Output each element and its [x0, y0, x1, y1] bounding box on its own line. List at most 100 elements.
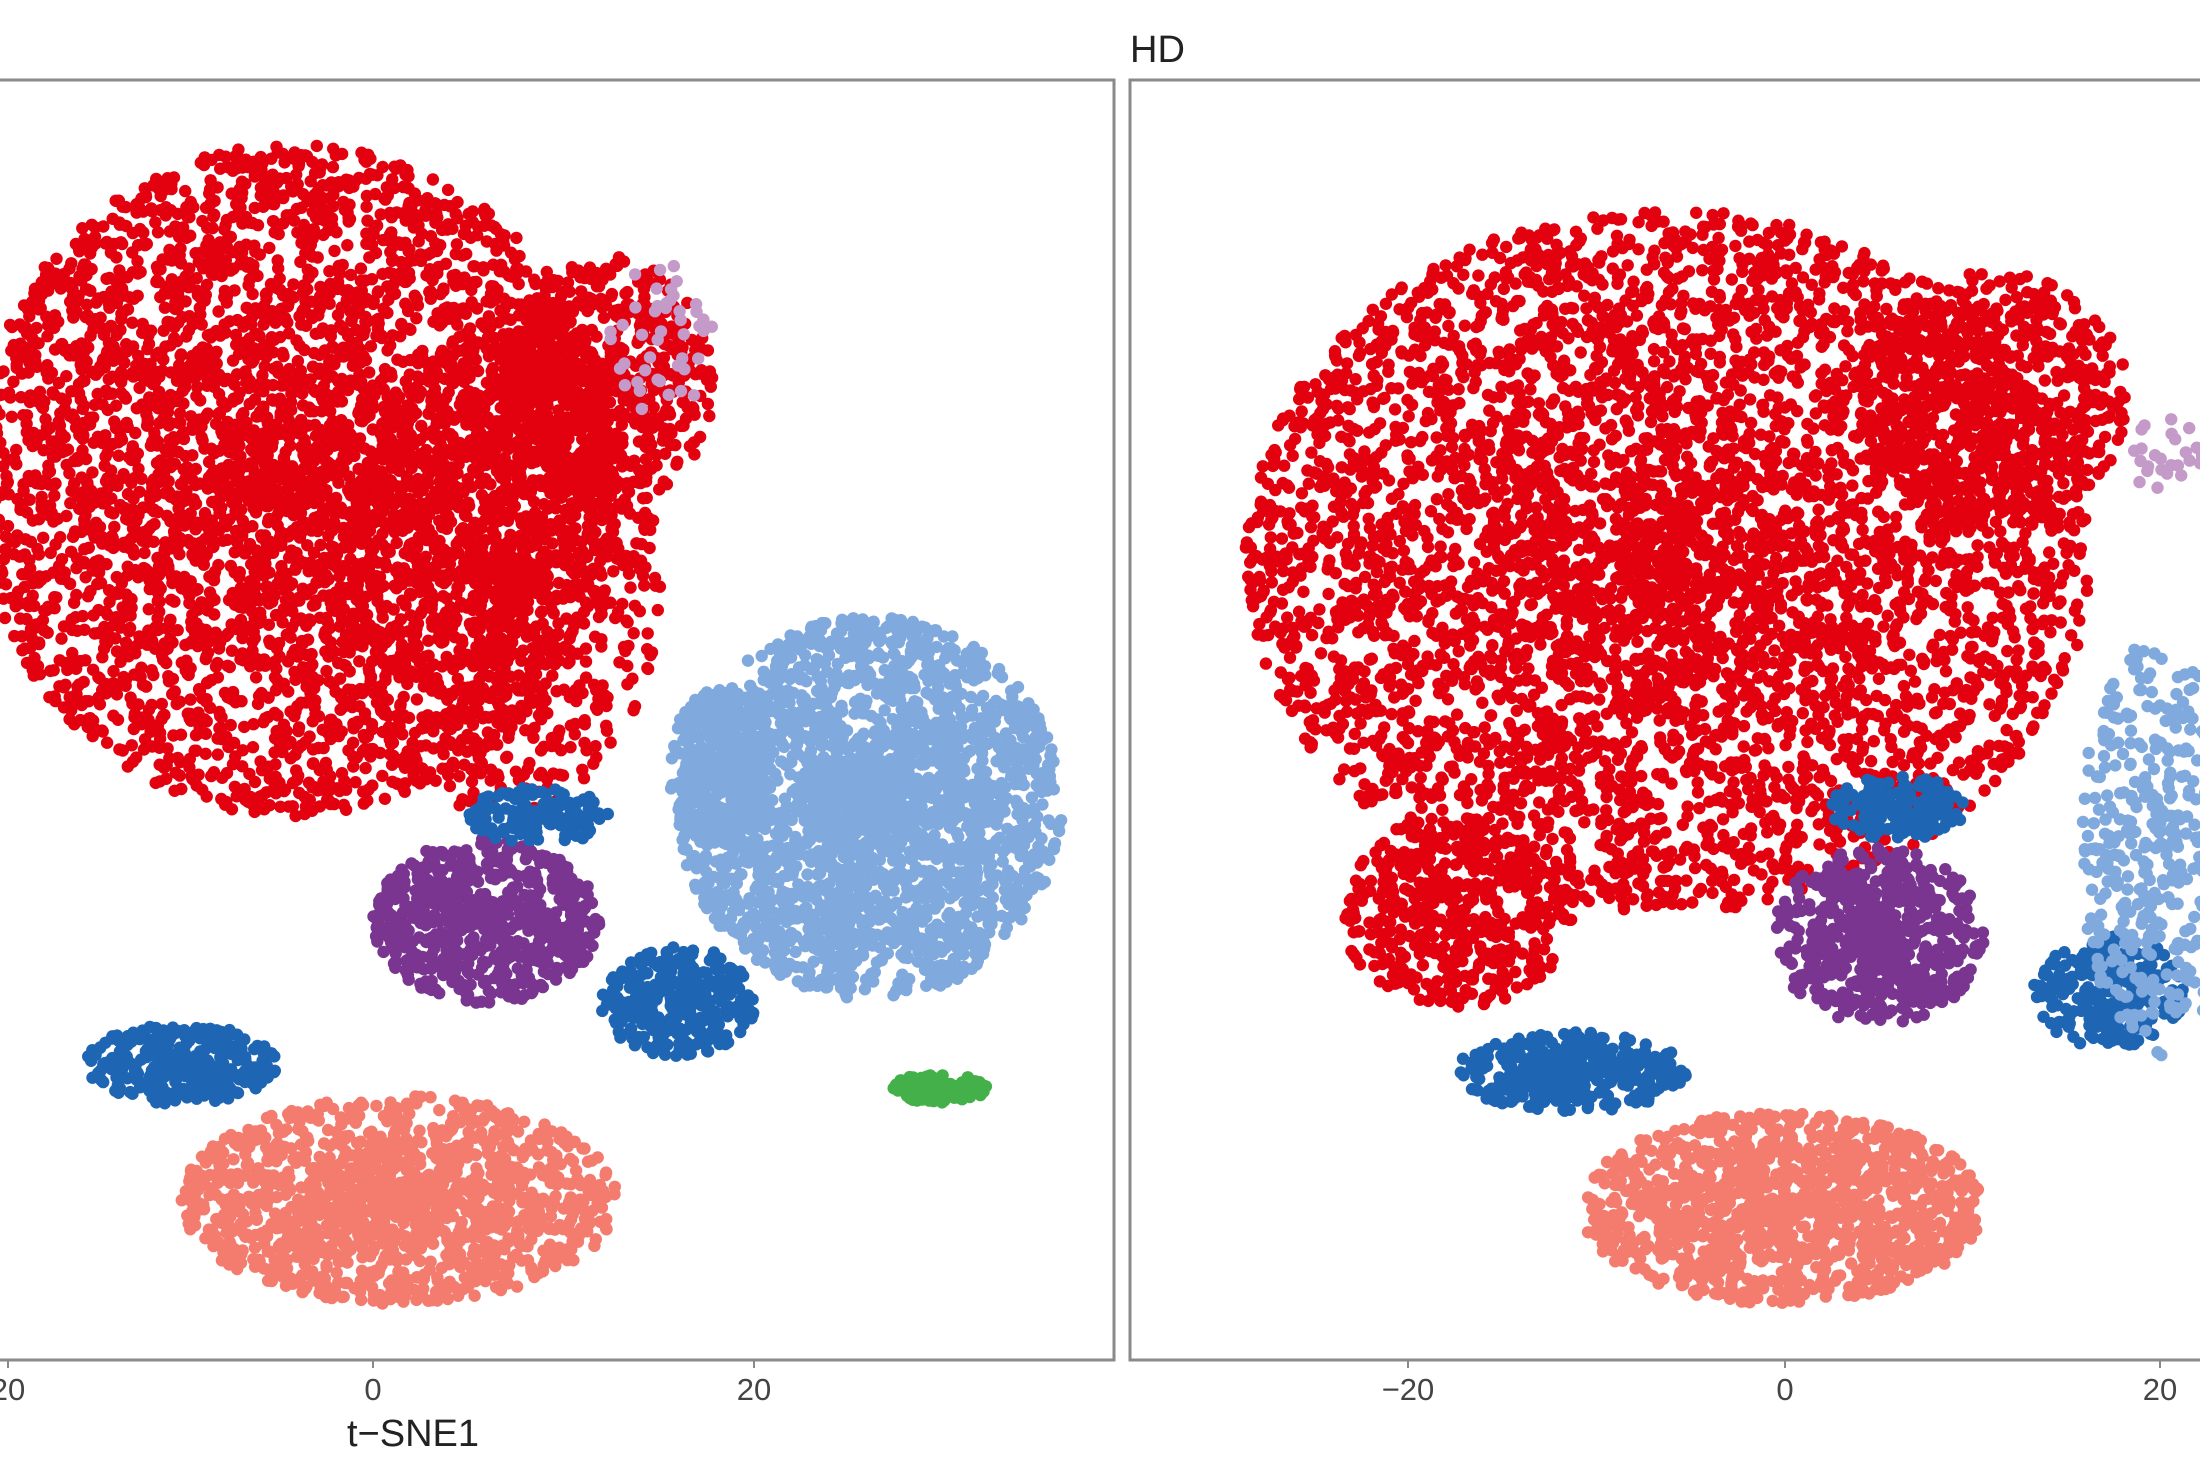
scatter-point: [453, 436, 466, 450]
scatter-point: [170, 334, 184, 348]
scatter-point: [576, 763, 589, 776]
scatter-point: [46, 386, 59, 399]
scatter-point: [140, 372, 154, 385]
scatter-point: [486, 362, 500, 375]
scatter-point: [477, 261, 490, 274]
scatter-point: [292, 742, 305, 755]
scatter-point: [318, 344, 332, 357]
scatter-point: [213, 406, 226, 420]
scatter-point: [154, 290, 167, 304]
scatter-point: [323, 297, 336, 310]
scatter-point: [88, 722, 102, 736]
scatter-point: [117, 610, 130, 624]
scatter-point: [326, 160, 340, 174]
scatter-point: [476, 660, 489, 674]
scatter-point: [218, 438, 231, 451]
scatter-point: [186, 634, 199, 648]
scatter-point: [204, 174, 217, 187]
scatter-point: [464, 280, 477, 293]
scatter-point: [266, 305, 279, 318]
scatter-point: [49, 538, 62, 551]
scatter-point: [160, 759, 173, 772]
scatter-point: [127, 370, 140, 383]
scatter-point: [460, 555, 473, 568]
scatter-point: [87, 609, 100, 622]
scatter-point: [331, 275, 345, 289]
scatter-point: [162, 279, 175, 293]
scatter-point: [173, 769, 186, 782]
scatter-point: [43, 499, 57, 512]
scatter-point: [206, 540, 220, 554]
scatter-point: [445, 738, 458, 751]
scatter-point: [363, 251, 376, 264]
scatter-point: [310, 492, 323, 505]
scatter-point: [131, 255, 144, 268]
scatter-point: [357, 349, 370, 363]
scatter-point: [304, 175, 317, 188]
scatter-point: [533, 769, 546, 782]
scatter-point: [136, 317, 149, 331]
scatter-point: [296, 387, 309, 400]
scatter-point: [239, 177, 252, 191]
scatter-point: [441, 405, 454, 418]
scatter-point: [230, 790, 243, 803]
scatter-point: [428, 490, 441, 503]
scatter-point: [228, 780, 242, 793]
scatter-point: [170, 513, 184, 526]
scatter-point: [481, 726, 495, 739]
scatter-point: [441, 183, 455, 197]
scatter-point: [268, 746, 281, 759]
scatter-point: [417, 667, 431, 681]
scatter-point: [436, 590, 450, 603]
scatter-point: [248, 775, 262, 789]
scatter-point: [183, 278, 196, 291]
left-panel: 20 0 20 t−SNE1: [0, 78, 1116, 1455]
scatter-point: [579, 642, 593, 655]
scatter-point: [117, 670, 130, 684]
scatter-point: [464, 364, 477, 378]
scatter-point: [213, 722, 226, 735]
scatter-point: [327, 439, 340, 452]
scatter-point: [352, 378, 365, 392]
scatter-point: [28, 282, 42, 295]
scatter-point: [135, 661, 148, 674]
scatter-point: [579, 655, 593, 668]
scatter-point: [184, 507, 197, 520]
scatter-point: [50, 591, 63, 604]
scatter-point: [280, 494, 294, 507]
scatter-point: [125, 453, 138, 467]
scatter-point: [230, 459, 243, 473]
scatter-point: [402, 266, 416, 280]
scatter-point: [275, 567, 289, 580]
scatter-point: [216, 771, 229, 784]
scatter-point: [144, 357, 157, 371]
scatter-point: [262, 691, 275, 704]
scatter-point: [307, 757, 320, 770]
scatter-point: [121, 760, 134, 773]
scatter-point: [147, 668, 160, 682]
scatter-point: [238, 336, 251, 349]
scatter-point: [482, 207, 495, 220]
scatter-point: [360, 200, 373, 213]
scatter-point: [245, 443, 258, 456]
scatter-point: [572, 548, 585, 561]
scatter-point: [108, 415, 121, 428]
scatter-point: [283, 551, 296, 564]
scatter-point: [308, 454, 321, 467]
scatter-point: [144, 725, 157, 738]
scatter-point: [497, 690, 511, 703]
scatter-point: [351, 558, 364, 571]
scatter-point: [306, 599, 320, 612]
scatter-point: [285, 387, 298, 400]
scatter-point: [462, 655, 476, 668]
scatter-point: [421, 269, 435, 283]
scatter-point: [260, 292, 273, 306]
scatter-point: [146, 740, 159, 753]
scatter-point: [354, 274, 368, 288]
scatter-point: [96, 537, 109, 550]
scatter-point: [592, 610, 606, 624]
scatter-point: [139, 635, 152, 648]
scatter-point: [107, 709, 120, 722]
scatter-point: [318, 576, 332, 589]
